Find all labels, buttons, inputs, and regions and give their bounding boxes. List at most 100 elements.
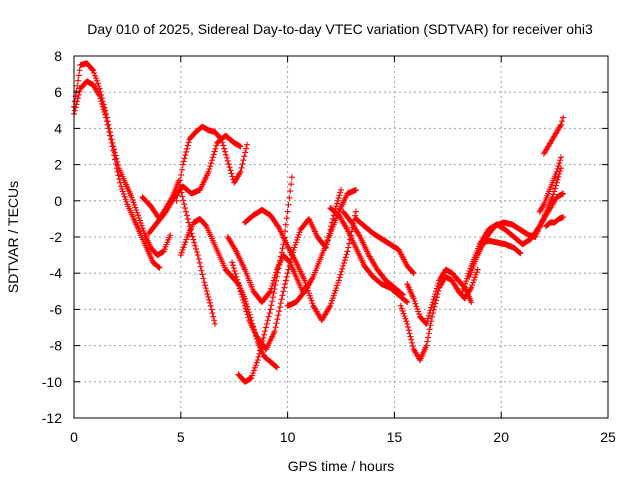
data-point bbox=[423, 320, 430, 327]
data-point bbox=[271, 286, 278, 293]
data-point bbox=[276, 308, 283, 315]
data-point bbox=[411, 298, 418, 305]
data-point bbox=[229, 262, 236, 269]
data-point bbox=[257, 347, 264, 354]
data-point bbox=[206, 299, 213, 306]
data-point bbox=[239, 294, 246, 301]
data-point bbox=[434, 282, 441, 289]
data-point bbox=[352, 186, 359, 193]
data-point bbox=[424, 338, 431, 345]
data-point bbox=[540, 202, 547, 209]
data-point bbox=[241, 299, 248, 306]
data-point bbox=[192, 242, 199, 249]
data-point bbox=[113, 165, 120, 172]
data-point bbox=[213, 142, 220, 149]
data-point bbox=[343, 225, 350, 232]
data-point bbox=[261, 331, 268, 338]
data-point bbox=[239, 161, 246, 168]
data-point bbox=[110, 147, 117, 154]
data-point bbox=[425, 315, 432, 322]
data-point bbox=[242, 149, 249, 156]
data-point bbox=[194, 252, 201, 259]
data-point bbox=[191, 239, 198, 246]
data-point bbox=[177, 177, 184, 184]
data-point bbox=[340, 262, 347, 269]
data-point bbox=[209, 154, 216, 161]
data-point bbox=[197, 263, 204, 270]
data-point bbox=[403, 318, 410, 325]
data-point bbox=[208, 306, 215, 313]
data-point bbox=[205, 168, 212, 175]
data-point bbox=[269, 294, 276, 301]
data-point bbox=[131, 201, 138, 208]
data-point bbox=[238, 291, 245, 298]
data-point bbox=[413, 303, 420, 310]
data-point bbox=[179, 166, 186, 173]
data-point bbox=[182, 205, 189, 212]
data-point bbox=[427, 307, 434, 314]
data-point bbox=[264, 317, 271, 324]
data-point bbox=[287, 188, 294, 195]
data-point bbox=[240, 296, 247, 303]
data-point bbox=[429, 299, 436, 306]
y-tick-label: 0 bbox=[54, 193, 62, 209]
data-point bbox=[345, 244, 352, 251]
data-point bbox=[182, 239, 189, 246]
data-point bbox=[190, 236, 197, 243]
data-point bbox=[254, 357, 261, 364]
data-point bbox=[397, 302, 404, 309]
data-point bbox=[178, 249, 185, 256]
data-point bbox=[425, 312, 432, 319]
data-point bbox=[232, 247, 239, 254]
data-point bbox=[121, 193, 128, 200]
data-point bbox=[117, 183, 124, 190]
data-point bbox=[471, 276, 478, 283]
data-point bbox=[99, 103, 106, 110]
data-point bbox=[109, 143, 116, 150]
y-tick-label: 2 bbox=[54, 157, 62, 173]
x-tick-label: 0 bbox=[70, 429, 78, 445]
data-point bbox=[75, 77, 82, 84]
data-point bbox=[255, 353, 262, 360]
data-point bbox=[433, 285, 440, 292]
data-point bbox=[137, 220, 144, 227]
data-point bbox=[111, 149, 118, 156]
data-point bbox=[272, 281, 279, 288]
data-point bbox=[238, 164, 245, 171]
data-point bbox=[405, 324, 412, 331]
data-point bbox=[211, 317, 218, 324]
data-point bbox=[236, 285, 243, 292]
data-point bbox=[113, 155, 120, 162]
data-point bbox=[337, 271, 344, 278]
data-point bbox=[106, 129, 113, 136]
data-point bbox=[193, 248, 200, 255]
data-point bbox=[178, 171, 185, 178]
data-point bbox=[473, 269, 480, 276]
data-point bbox=[89, 66, 96, 73]
data-point bbox=[132, 204, 139, 211]
data-point bbox=[260, 334, 267, 341]
series-arc-15 bbox=[397, 266, 481, 364]
data-point bbox=[156, 264, 163, 271]
data-point bbox=[287, 259, 294, 266]
data-point bbox=[275, 223, 282, 230]
data-point bbox=[102, 111, 109, 118]
data-point bbox=[277, 257, 284, 264]
data-point bbox=[100, 106, 107, 113]
data-point bbox=[550, 191, 557, 198]
y-tick-label: -4 bbox=[50, 265, 63, 281]
data-point bbox=[278, 249, 285, 256]
data-point bbox=[226, 164, 233, 171]
chart-title: Day 010 of 2025, Sidereal Day-to-day VTE… bbox=[87, 21, 593, 37]
data-point bbox=[281, 284, 288, 291]
data-point bbox=[128, 194, 135, 201]
data-point bbox=[122, 196, 129, 203]
data-point bbox=[271, 328, 278, 335]
data-point bbox=[404, 320, 411, 327]
data-point bbox=[75, 72, 82, 79]
data-point bbox=[266, 289, 273, 296]
data-point bbox=[517, 250, 524, 257]
data-point bbox=[237, 288, 244, 295]
x-tick-label: 25 bbox=[600, 429, 616, 445]
